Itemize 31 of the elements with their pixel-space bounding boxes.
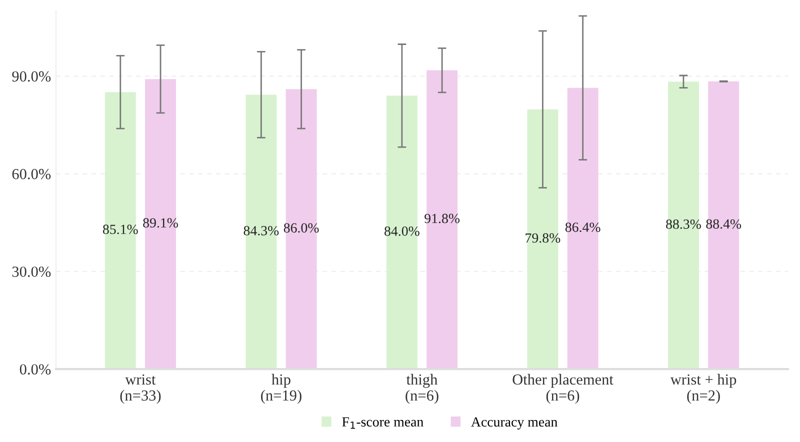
- x-tick-label: Other placement (n=6): [512, 374, 614, 404]
- data-label: 79.8%: [526, 233, 560, 243]
- bar: [426, 70, 458, 370]
- x-tick-label: wrist + hip (n=2): [670, 374, 736, 404]
- legend-label: Accuracy mean: [471, 417, 558, 430]
- data-label: 85.1%: [102, 224, 138, 234]
- bar: [708, 81, 740, 370]
- data-label: 91.8%: [424, 214, 460, 224]
- bar: [527, 109, 558, 370]
- data-label: 88.3%: [666, 219, 701, 229]
- data-label: 84.3%: [244, 226, 279, 236]
- data-label: 86.0%: [284, 223, 319, 233]
- data-label: 88.4%: [706, 219, 742, 229]
- y-tick-label: 30.0%: [12, 266, 51, 277]
- data-label: 86.4%: [565, 222, 600, 232]
- legend-label: F$_{1}$-score mean: [342, 417, 424, 429]
- y-tick-label: 60.0%: [12, 168, 51, 180]
- x-tick-label: hip (n=19): [261, 374, 302, 404]
- data-label: 89.1%: [143, 218, 178, 228]
- y-tick-label: 0.0%: [20, 364, 51, 375]
- bar: [386, 96, 418, 370]
- bar: [104, 92, 136, 370]
- data-label: 84.0%: [384, 226, 420, 236]
- x-tick-label: wrist (n=33): [120, 374, 161, 404]
- x-tick-label: thigh (n=6): [406, 374, 438, 404]
- bar: [145, 79, 176, 370]
- bar: [668, 82, 699, 370]
- bar: [246, 94, 277, 370]
- bar: [286, 89, 317, 370]
- y-tick-label: 90.0%: [12, 71, 51, 82]
- bar: [567, 88, 598, 370]
